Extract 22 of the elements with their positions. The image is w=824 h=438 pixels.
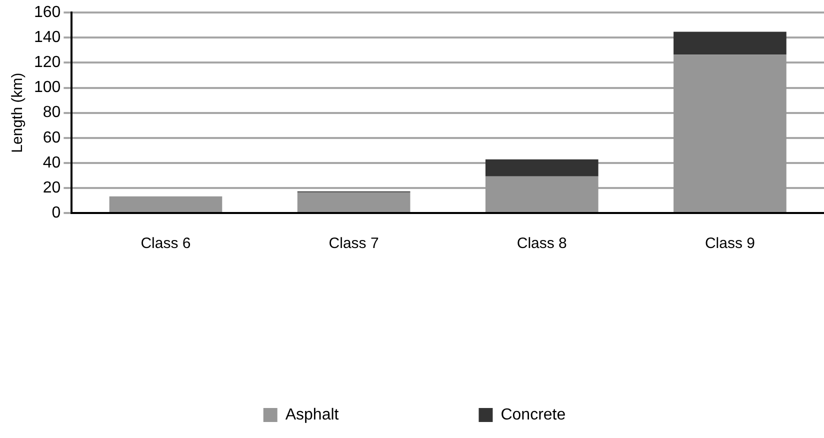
x-tick-label: Class 8 bbox=[516, 235, 567, 252]
y-axis-title: Length (km) bbox=[9, 72, 26, 153]
bar bbox=[485, 176, 598, 212]
y-tick-label: 20 bbox=[42, 179, 61, 196]
legend-label: Concrete bbox=[500, 406, 566, 424]
y-tick-label: 40 bbox=[42, 154, 61, 172]
y-tick-label: 80 bbox=[42, 104, 61, 122]
y-tick-label: 120 bbox=[34, 54, 61, 72]
x-tick-label: Class 7 bbox=[328, 235, 379, 252]
bar bbox=[674, 32, 786, 55]
x-tick-label: Class 6 bbox=[140, 235, 191, 252]
x-tick-label: Class 9 bbox=[704, 235, 755, 252]
y-tick-label: 100 bbox=[34, 79, 61, 96]
y-tick-label: 0 bbox=[52, 204, 61, 222]
bar bbox=[485, 159, 598, 176]
y-tick-label: 140 bbox=[34, 29, 61, 46]
y-tick-label: 60 bbox=[42, 129, 61, 146]
legend-label: Asphalt bbox=[285, 406, 340, 424]
bar bbox=[674, 54, 786, 212]
bar bbox=[297, 192, 410, 212]
y-tick-label: 160 bbox=[34, 4, 61, 22]
bar bbox=[109, 196, 222, 212]
